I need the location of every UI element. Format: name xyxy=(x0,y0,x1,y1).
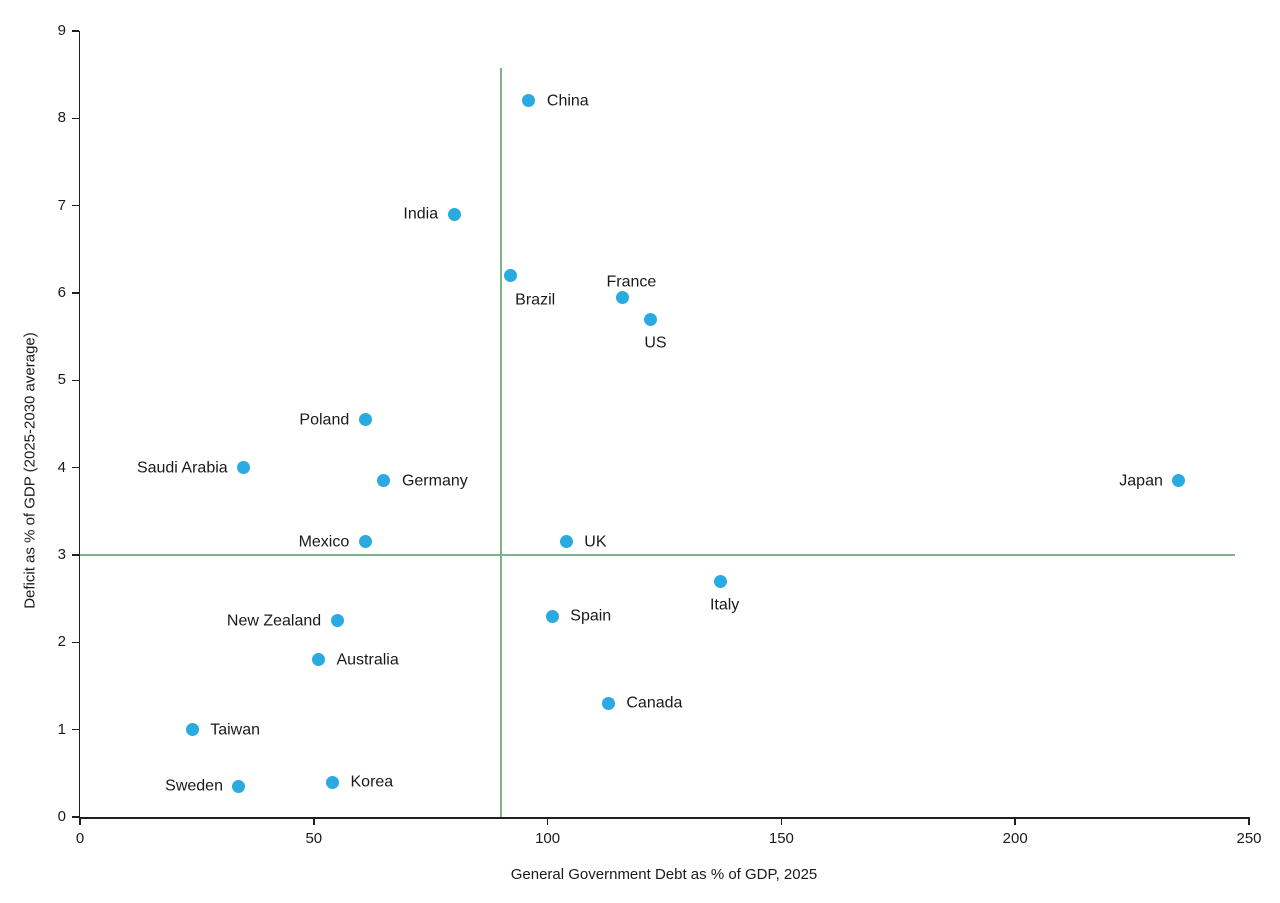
data-point-poland xyxy=(358,413,372,427)
data-point-taiwan xyxy=(185,723,199,737)
data-point-us xyxy=(643,312,657,326)
y-tick-label: 7 xyxy=(57,196,66,214)
reference-line-vertical xyxy=(499,67,502,817)
point-label-taiwan: Taiwan xyxy=(210,721,261,739)
data-point-germany xyxy=(377,474,391,488)
x-tick xyxy=(1014,819,1016,825)
y-tick xyxy=(72,379,79,382)
data-point-brazil xyxy=(503,269,517,283)
point-label-japan: Japan xyxy=(1119,472,1163,490)
y-tick xyxy=(72,728,79,731)
y-tick-label: 1 xyxy=(57,720,66,738)
y-tick xyxy=(72,466,79,469)
x-tick xyxy=(546,819,549,825)
data-point-china xyxy=(522,94,536,108)
x-tick xyxy=(780,819,783,825)
x-tick xyxy=(79,819,81,825)
y-axis-line xyxy=(78,31,80,819)
data-point-canada xyxy=(601,696,615,710)
point-label-brazil: Brazil xyxy=(515,291,556,309)
y-tick-label: 4 xyxy=(57,458,66,476)
point-label-china: China xyxy=(546,92,589,110)
y-tick-label: 9 xyxy=(57,22,66,39)
point-label-india: India xyxy=(403,205,439,223)
x-tick xyxy=(313,819,315,825)
data-point-spain xyxy=(545,609,559,623)
y-tick xyxy=(72,816,79,818)
data-point-india xyxy=(447,207,461,221)
point-label-mexico: Mexico xyxy=(298,533,350,551)
data-point-australia xyxy=(311,653,325,667)
data-point-uk xyxy=(559,535,573,549)
point-label-france: France xyxy=(606,273,657,291)
x-tick xyxy=(1248,819,1250,825)
y-tick-label: 3 xyxy=(57,546,66,563)
y-tick xyxy=(72,204,79,207)
data-point-france xyxy=(615,290,629,304)
y-tick xyxy=(72,117,79,120)
y-tick-label: 6 xyxy=(57,284,66,301)
y-tick xyxy=(72,30,79,32)
data-point-japan xyxy=(1172,474,1186,488)
point-label-poland: Poland xyxy=(299,411,350,429)
y-tick xyxy=(72,554,79,556)
x-axis-title: General Government Debt as % of GDP, 202… xyxy=(510,866,818,883)
x-tick-label: 50 xyxy=(305,830,323,847)
x-tick-label: 150 xyxy=(768,830,794,847)
point-label-germany: Germany xyxy=(401,472,468,490)
point-label-spain: Spain xyxy=(570,607,612,625)
point-label-saudi-arabia: Saudi Arabia xyxy=(136,459,228,477)
point-label-us: US xyxy=(644,334,667,352)
point-label-new-zealand: New Zealand xyxy=(226,612,322,629)
point-label-italy: Italy xyxy=(709,596,740,614)
data-point-italy xyxy=(714,574,728,588)
data-point-sweden xyxy=(232,779,246,793)
point-label-uk: UK xyxy=(584,533,607,551)
y-tick xyxy=(72,292,79,294)
data-point-saudi-arabia xyxy=(237,461,251,475)
y-tick xyxy=(72,641,79,644)
data-point-new-zealand xyxy=(330,614,344,627)
point-label-sweden: Sweden xyxy=(165,777,223,795)
y-tick-label: 8 xyxy=(57,109,66,127)
point-label-korea: Korea xyxy=(350,773,394,791)
point-label-canada: Canada xyxy=(626,694,683,712)
y-tick-label: 5 xyxy=(57,371,66,389)
x-tick-label: 250 xyxy=(1236,830,1262,847)
y-tick-label: 0 xyxy=(57,808,66,825)
x-tick-label: 100 xyxy=(535,830,561,847)
point-label-australia: Australia xyxy=(336,651,399,669)
data-point-korea xyxy=(326,775,339,789)
y-tick-label: 2 xyxy=(57,633,66,651)
data-point-mexico xyxy=(358,535,372,549)
x-tick-label: 0 xyxy=(75,830,85,847)
x-tick-label: 200 xyxy=(1002,830,1028,847)
x-axis-line xyxy=(79,817,1250,819)
reference-line-horizontal xyxy=(80,554,1235,556)
